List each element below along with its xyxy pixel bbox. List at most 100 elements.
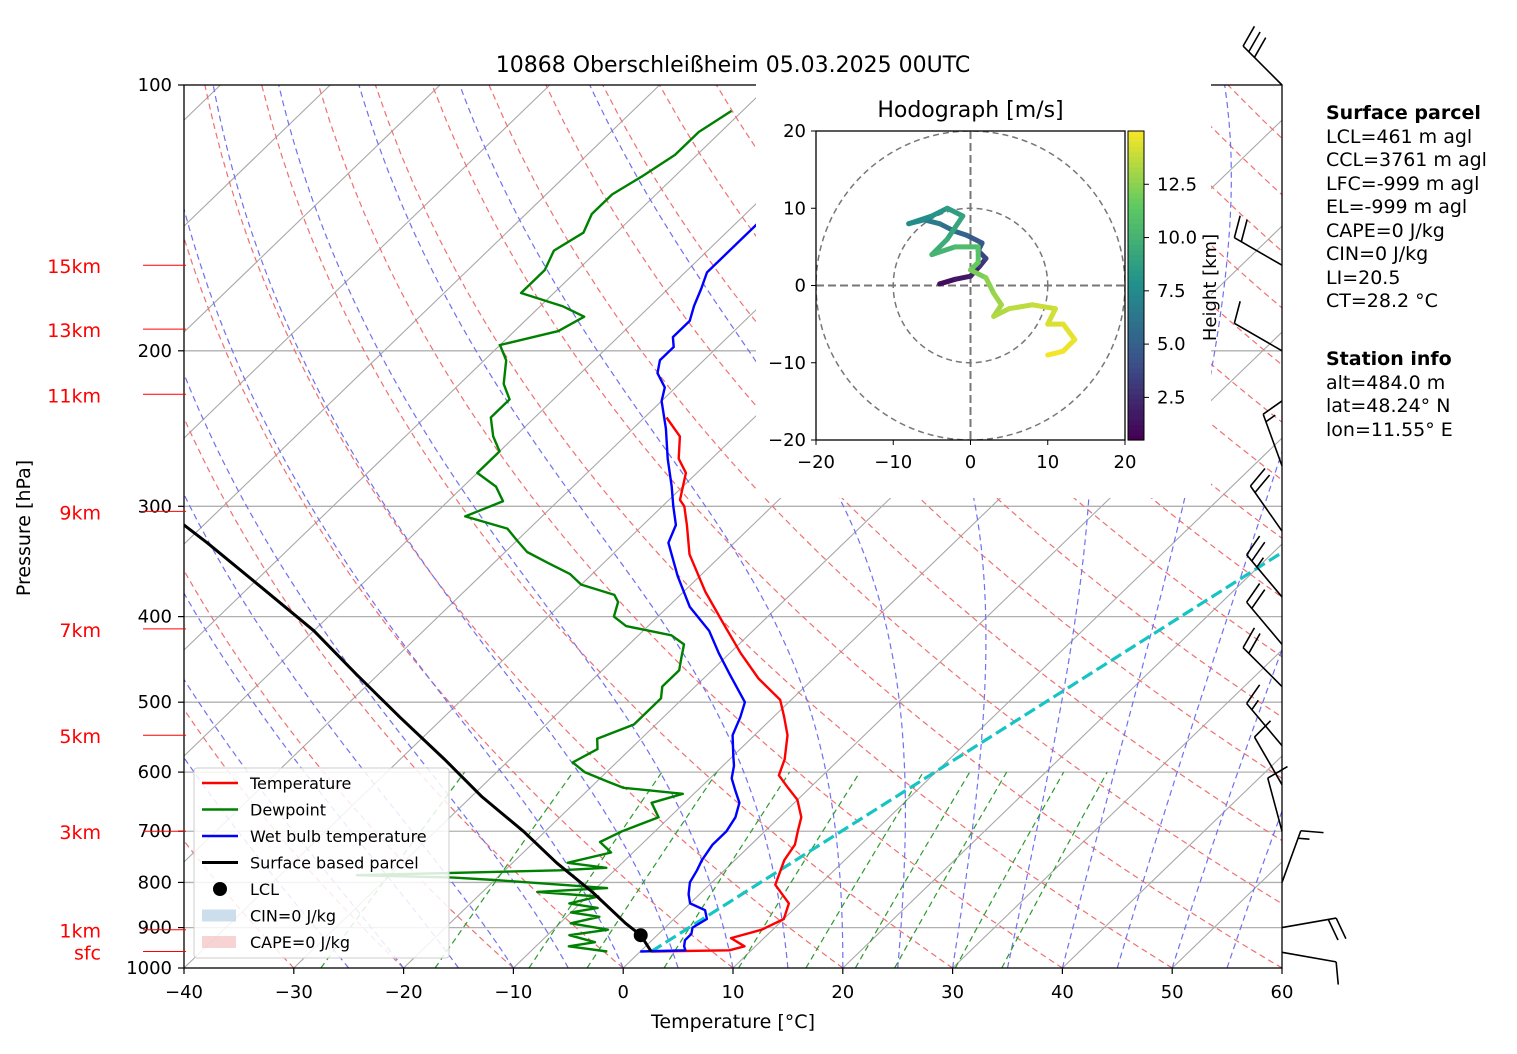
- mixing-ratio-line: [954, 771, 1065, 968]
- wind-barb: [1281, 951, 1340, 985]
- colorbar-segment: [1128, 290, 1144, 297]
- colorbar-segment: [1128, 306, 1144, 312]
- height-label: 11km: [47, 385, 101, 407]
- surface-parcel-line: CIN=0 J/kg: [1326, 243, 1429, 265]
- isotherm-line: [0, 85, 1, 968]
- hodograph-trace-segment: [964, 232, 985, 246]
- height-label: sfc: [74, 943, 101, 965]
- dry-adiabat-line: [317, 85, 1063, 968]
- y-tick-label: 400: [138, 607, 172, 628]
- colorbar-segment: [1128, 275, 1144, 281]
- barb-staff: [1242, 45, 1283, 86]
- y-tick-label: 300: [138, 496, 172, 517]
- colorbar-segment: [1128, 141, 1144, 148]
- moist-adiabat-line: [184, 678, 405, 968]
- colorbar-segment: [1128, 337, 1144, 343]
- dry-adiabat-line: [602, 85, 1282, 780]
- isotherm-line: [513, 225, 1282, 968]
- legend-label: CAPE=0 J/kg: [250, 933, 350, 952]
- wind-barb: [1281, 917, 1347, 941]
- barb-flag: [1262, 400, 1283, 415]
- dry-adiabat-line: [184, 235, 734, 968]
- dry-adiabat-line: [374, 85, 1173, 968]
- station-info-line: lat=48.24° N: [1326, 395, 1451, 417]
- legend-label: Dewpoint: [250, 801, 326, 820]
- mixing-ratio-line: [738, 771, 861, 968]
- colorbar-segment: [1128, 182, 1144, 189]
- colorbar-segment: [1128, 316, 1144, 323]
- hodograph-trace-segment: [983, 275, 997, 296]
- hodograph-y-tick-label: −20: [768, 430, 806, 451]
- legend: Temperature Dewpoint Wet bulb temperature S…: [193, 767, 450, 959]
- barb-flag: [1233, 301, 1241, 324]
- wind-barb: [1253, 720, 1283, 786]
- wind-barb: [1233, 215, 1283, 266]
- colorbar-segment: [1128, 259, 1144, 266]
- wind-barb: [1245, 535, 1283, 598]
- hodograph: Hodograph [m/s] −20 −10 0 10 20 −20 −10 0 10 20 2.5…: [756, 83, 1221, 498]
- colorbar-segment: [1128, 280, 1144, 287]
- colorbar-segment: [1128, 357, 1144, 364]
- colorbar-segment: [1128, 234, 1144, 240]
- wind-barb: [1233, 301, 1283, 352]
- x-tick-label: −10: [494, 982, 532, 1003]
- barb-staff: [1281, 951, 1337, 963]
- x-tick-label: −40: [165, 982, 203, 1003]
- barb-staff: [1246, 703, 1283, 747]
- colorbar-segment: [1128, 131, 1144, 137]
- moist-adiabat-line: [1171, 647, 1282, 968]
- barb-staff: [1249, 485, 1283, 532]
- barb-flag: [1300, 829, 1324, 834]
- dry-adiabat-line: [204, 85, 844, 968]
- station-info-panel: Station info alt=484.0 m lat=48.24° N lo…: [1326, 348, 1453, 442]
- colorbar-segment: [1128, 264, 1144, 271]
- colorbar-segment: [1128, 352, 1144, 359]
- hodograph-trace-segment: [968, 267, 989, 281]
- colorbar-segment: [1128, 295, 1144, 302]
- barb-flag: [1327, 919, 1339, 941]
- surface-parcel-line: CT=28.2 °C: [1326, 290, 1438, 312]
- height-label: 7km: [59, 620, 101, 642]
- legend-swatch-patch: [202, 909, 236, 922]
- colorbar-frame: [1127, 130, 1145, 441]
- mixing-ratio-line: [805, 771, 924, 968]
- barb-flag: [1335, 961, 1340, 985]
- barb-staff: [1281, 917, 1337, 929]
- x-tick-label: 60: [1271, 982, 1294, 1003]
- colorbar-segment: [1128, 146, 1144, 153]
- dry-adiabat-line: [488, 85, 1282, 905]
- skewt-axes: −40 −30 −20 −10 0 10 20 30 40 50 60100200300400500…: [47, 75, 1293, 1003]
- colorbar-segment: [1128, 208, 1144, 214]
- hodograph-x-tick-label: 10: [1036, 452, 1059, 473]
- hodograph-trace-segment: [929, 205, 950, 219]
- colorbar-segment: [1128, 393, 1144, 400]
- x-axis-label: Temperature [°C]: [650, 1011, 815, 1033]
- colorbar-tick-label: 2.5: [1157, 387, 1186, 408]
- hodograph-trace-segment: [906, 213, 935, 227]
- colorbar-segment: [1128, 177, 1144, 184]
- barb-staff: [1262, 413, 1283, 467]
- hodograph-y-tick-label: 20: [783, 121, 806, 142]
- hodograph-y-tick-label: 0: [795, 276, 806, 297]
- dry-adiabat-line: [184, 708, 405, 968]
- x-tick-label: 50: [1161, 982, 1184, 1003]
- mixing-ratio-line: [586, 771, 718, 968]
- isotherm-line: [184, 85, 551, 439]
- barb-flag: [1242, 25, 1256, 47]
- colorbar-segment: [1128, 156, 1144, 163]
- legend-label: Temperature: [249, 774, 351, 793]
- moist-adiabat-line: [184, 592, 459, 968]
- barb-flag: [1245, 684, 1261, 704]
- hodograph-trace-segment: [952, 273, 973, 282]
- skewt-series: [184, 109, 1282, 953]
- barb-flag: [1248, 633, 1261, 654]
- colorbar-segment: [1128, 419, 1144, 426]
- colorbar-segment: [1128, 409, 1144, 415]
- colorbar-segment: [1128, 161, 1144, 168]
- station-info-line: alt=484.0 m: [1326, 371, 1446, 394]
- colorbar-segment: [1128, 228, 1144, 235]
- colorbar-segment: [1128, 239, 1144, 245]
- legend-box: [193, 767, 450, 959]
- moist-adiabat-line: [184, 372, 569, 968]
- wind-barb: [1242, 25, 1283, 86]
